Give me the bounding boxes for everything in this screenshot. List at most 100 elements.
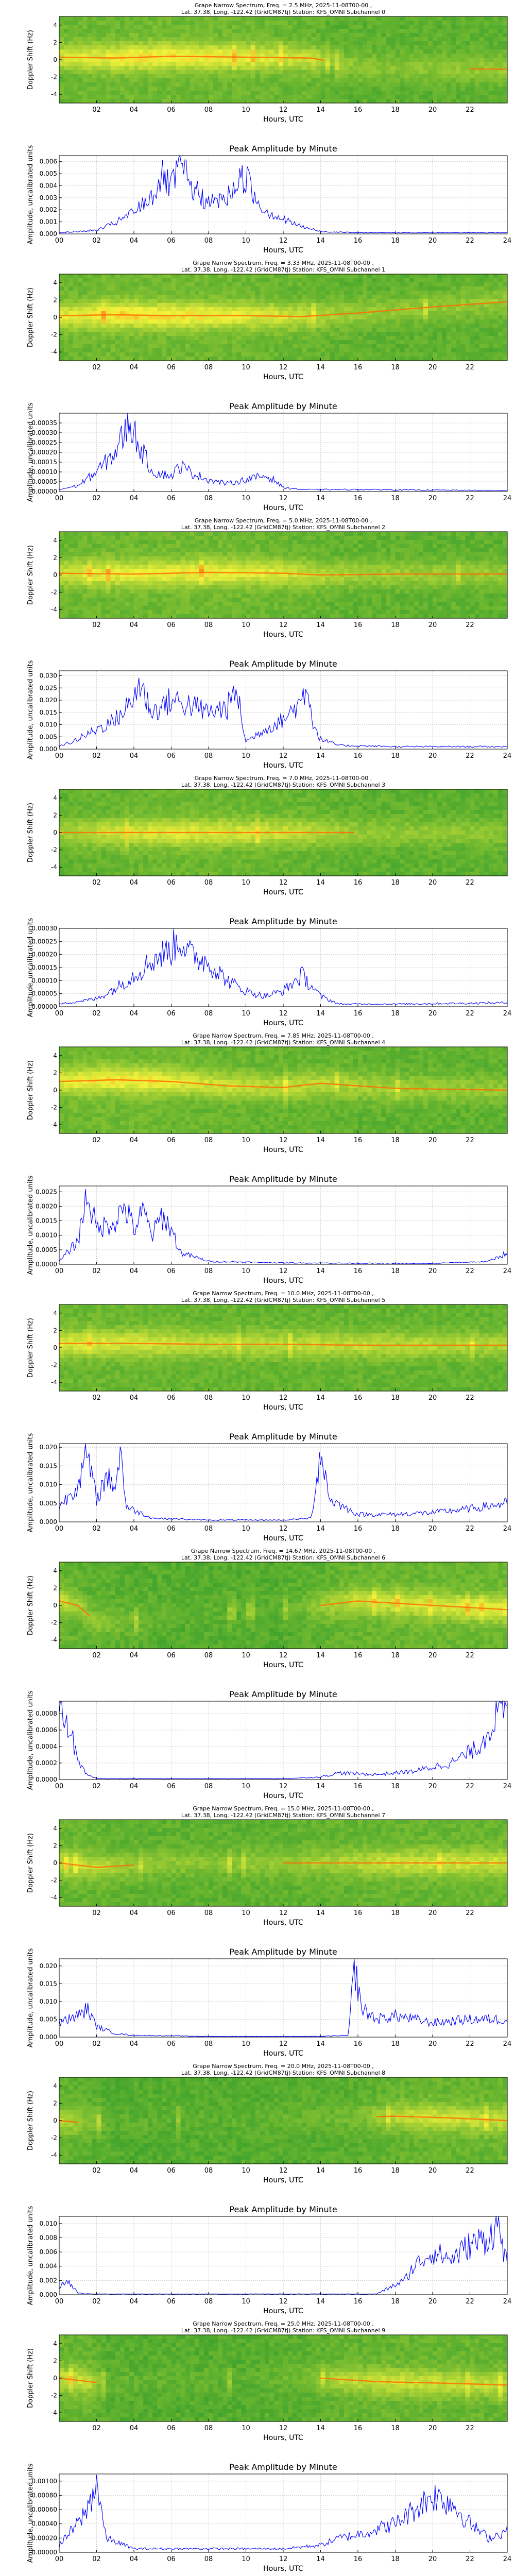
spectrogram-cell — [246, 74, 251, 79]
spectrogram-cell — [148, 585, 153, 590]
spectrogram-cell — [334, 315, 340, 320]
spectrogram-cell — [293, 33, 298, 38]
spectrogram-cell — [269, 332, 274, 336]
spectrogram-cell — [400, 21, 405, 25]
spectrogram-cell — [414, 291, 419, 295]
amplitude-line — [59, 155, 508, 233]
spectrogram-cell — [209, 352, 214, 357]
spectrogram-cell — [344, 58, 349, 62]
spectrogram-cell — [363, 95, 368, 99]
spectrogram-cell — [451, 25, 456, 29]
spectrogram-cell — [185, 614, 191, 619]
spectrogram-cell — [96, 37, 102, 42]
spectrogram-cell — [162, 344, 167, 349]
spectrogram-cell — [479, 62, 485, 66]
spectrogram-cell — [203, 54, 209, 58]
spectrogram-cell — [222, 295, 228, 299]
spectrogram-cell — [134, 274, 139, 279]
spectrogram-cell — [143, 540, 148, 545]
spectrogram-cell — [442, 74, 447, 79]
spectrogram-cell — [115, 602, 121, 606]
spectrogram-cell — [82, 49, 88, 54]
y-tick-label: 0.00035 — [31, 419, 57, 427]
spectrogram-cell — [213, 332, 218, 336]
x-tick-label: 18 — [391, 106, 400, 114]
spectrogram-cell — [395, 299, 401, 303]
spectrogram-cell — [344, 29, 349, 33]
spectrogram-cell — [101, 544, 107, 549]
spectrogram-cell — [199, 25, 204, 29]
spectrogram-cell — [87, 286, 93, 291]
spectrogram-cell — [311, 37, 317, 42]
spectrogram-cell — [92, 41, 97, 46]
spectrogram-cell — [493, 16, 499, 21]
spectrogram-cell — [152, 540, 158, 545]
spectrogram-cell — [227, 340, 232, 345]
spectrogram-cell — [218, 78, 223, 83]
spectrogram-cell — [162, 37, 167, 42]
spectrogram-cell — [418, 33, 424, 38]
spectrogram-cell — [325, 91, 331, 95]
spectrogram-cell — [78, 303, 83, 308]
spectrogram-cell — [199, 58, 204, 62]
spectrogram-cell — [203, 328, 209, 332]
spectrogram-cell — [353, 274, 358, 279]
spectrogram-cell — [376, 21, 382, 25]
spectrogram-cell — [479, 21, 485, 25]
y-tick-label: 0.006 — [40, 158, 57, 165]
spectrogram-cell — [433, 66, 438, 71]
spectrogram-cell — [157, 548, 162, 553]
spectrogram-cell — [119, 70, 125, 75]
spectrogram-cell — [278, 295, 284, 299]
spectrogram-cell — [330, 82, 335, 87]
spectrogram-cell — [484, 274, 489, 279]
spectrogram-cell — [250, 91, 256, 95]
spectrogram-cell — [166, 78, 172, 83]
spectrogram-cell — [358, 37, 363, 42]
spectrogram-cell — [190, 328, 195, 332]
spectrogram-cell — [180, 610, 186, 615]
spectrogram-cell — [199, 602, 204, 606]
spectrogram-cell — [363, 348, 368, 353]
spectrogram-cell — [213, 556, 218, 561]
spectrogram-cell — [106, 274, 111, 279]
spectrogram-cell — [297, 62, 302, 66]
spectrogram-cell — [180, 311, 186, 316]
spectrogram-cell — [293, 274, 298, 279]
spectrogram-cell — [288, 16, 293, 21]
spectrogram-cell — [427, 37, 433, 42]
spectrogram-cell — [106, 74, 111, 79]
spectrogram-cell — [381, 16, 386, 21]
spectrogram-cell — [306, 311, 312, 316]
spectrogram-cell — [264, 274, 270, 279]
spectrogram-cell — [68, 82, 74, 87]
spectrogram-cell — [190, 282, 195, 287]
spectrogram-cell — [143, 548, 148, 553]
spectrogram-cell — [199, 54, 204, 58]
spectrogram-cell — [367, 74, 372, 79]
spectrogram-cell — [190, 352, 195, 357]
spectrogram-cell — [227, 49, 232, 54]
spectrogram-cell — [497, 91, 503, 95]
spectrogram-cell — [264, 286, 270, 291]
spectrogram-cell — [250, 282, 256, 287]
spectrogram-cell — [124, 74, 130, 79]
spectrogram-cell — [101, 307, 107, 312]
spectrogram-cell — [124, 311, 130, 316]
spectrogram-cell — [166, 328, 172, 332]
spectrogram-cell — [134, 610, 139, 615]
spectrogram-cell — [418, 49, 424, 54]
spectrogram-cell — [427, 348, 433, 353]
spectrogram-cell — [330, 344, 335, 349]
spectrogram-cell — [316, 340, 321, 345]
spectrogram-cell — [110, 295, 116, 299]
spectrogram-cell — [213, 577, 218, 582]
spectrogram-cell — [68, 573, 74, 578]
spectrogram-cell — [236, 21, 242, 25]
spectrogram-cell — [139, 21, 144, 25]
spectrogram-cell — [297, 82, 302, 87]
spectrogram-cell — [194, 340, 200, 345]
spectrogram-cell — [139, 82, 144, 87]
spectrogram-cell — [87, 589, 93, 594]
spectrogram-cell — [162, 66, 167, 71]
